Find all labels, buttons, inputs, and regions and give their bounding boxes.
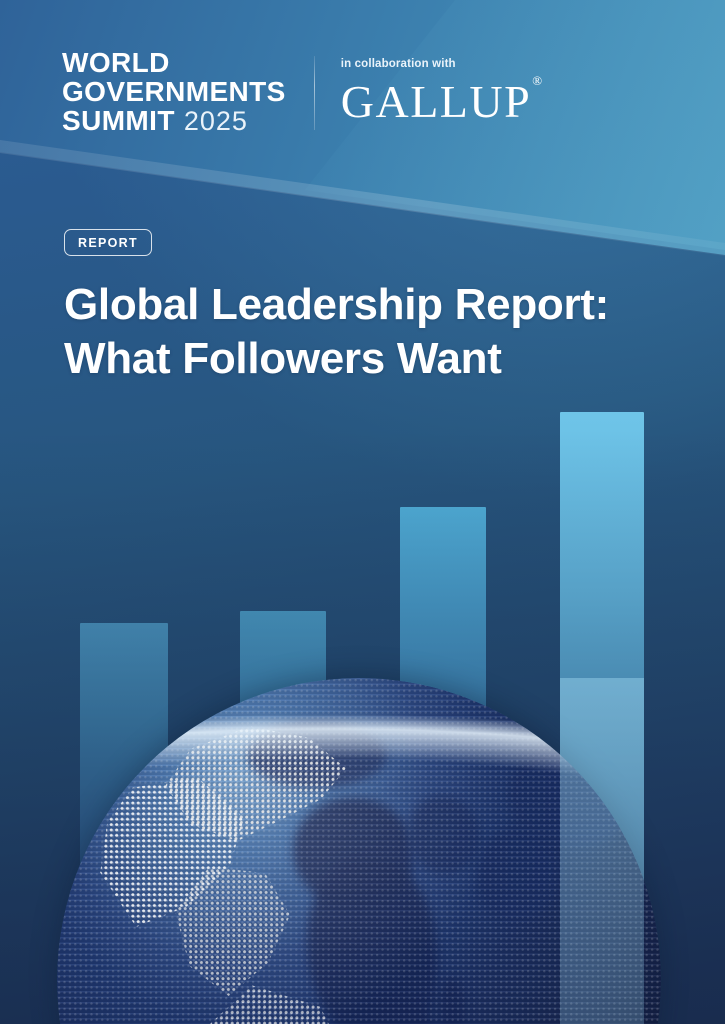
cover-header: WORLD GOVERNMENTS SUMMIT 2025 in collabo…: [62, 48, 685, 135]
globe-graphic: [57, 678, 661, 1024]
logo-line-1: WORLD: [62, 47, 170, 78]
collaboration-block: in collaboration with GALLUP®: [341, 58, 543, 125]
collaboration-label: in collaboration with: [340, 58, 456, 70]
report-badge: REPORT: [64, 229, 152, 256]
logo-line-2: GOVERNMENTS: [62, 76, 286, 108]
gallup-logo: GALLUP®: [340, 74, 543, 127]
gallup-wordmark: GALLUP: [340, 76, 532, 127]
globe-rim-highlight: [57, 678, 661, 828]
page-title: Global Leadership Report: What Followers…: [64, 278, 664, 385]
logo-summit-word: SUMMIT: [62, 105, 175, 137]
logo-year: 2025: [183, 106, 248, 137]
logo-line-3: SUMMIT 2025: [62, 106, 286, 135]
page-title-line-2: What Followers Want: [64, 333, 502, 383]
page-title-line-1: Global Leadership Report:: [64, 280, 610, 329]
logo-divider: [313, 56, 315, 130]
world-governments-summit-logo: WORLD GOVERNMENTS SUMMIT 2025: [62, 48, 286, 135]
registered-trademark-icon: ®: [532, 72, 544, 88]
